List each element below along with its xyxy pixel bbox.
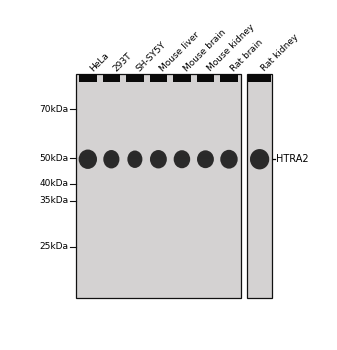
Ellipse shape: [152, 154, 165, 164]
Text: Mouse brain: Mouse brain: [182, 27, 227, 73]
Bar: [126, 74, 144, 83]
Bar: [248, 74, 271, 83]
Ellipse shape: [250, 149, 269, 169]
Text: 25kDa: 25kDa: [39, 242, 68, 251]
Bar: [196, 74, 214, 83]
Bar: [150, 74, 167, 83]
Bar: [220, 74, 238, 83]
Ellipse shape: [128, 154, 142, 160]
Bar: [102, 74, 120, 83]
Text: 40kDa: 40kDa: [39, 180, 68, 188]
Text: HTRA2: HTRA2: [276, 154, 308, 164]
Ellipse shape: [174, 150, 190, 168]
Ellipse shape: [151, 153, 166, 160]
Ellipse shape: [222, 154, 236, 164]
Ellipse shape: [220, 150, 238, 169]
Text: Mouse kidney: Mouse kidney: [206, 22, 256, 73]
Text: 293T: 293T: [111, 51, 134, 73]
Bar: [247, 74, 272, 298]
Text: HeLa: HeLa: [88, 50, 111, 73]
Text: Rat brain: Rat brain: [229, 37, 265, 73]
Ellipse shape: [252, 154, 267, 165]
Ellipse shape: [80, 153, 96, 160]
Text: Mouse liver: Mouse liver: [158, 30, 202, 73]
Ellipse shape: [129, 154, 141, 164]
Ellipse shape: [103, 150, 119, 168]
Text: 35kDa: 35kDa: [39, 196, 68, 205]
Text: SH-SY5Y: SH-SY5Y: [135, 40, 168, 73]
Ellipse shape: [197, 150, 214, 168]
Ellipse shape: [176, 154, 188, 164]
Ellipse shape: [79, 149, 97, 169]
Ellipse shape: [198, 153, 213, 160]
Bar: [79, 74, 97, 83]
Ellipse shape: [127, 150, 143, 168]
Bar: [173, 74, 191, 83]
Ellipse shape: [221, 153, 237, 160]
Ellipse shape: [199, 154, 212, 164]
Text: Rat kidney: Rat kidney: [259, 33, 300, 73]
Bar: [76, 74, 241, 298]
Ellipse shape: [251, 153, 268, 160]
Text: 70kDa: 70kDa: [39, 105, 68, 113]
Ellipse shape: [104, 153, 119, 160]
Text: 50kDa: 50kDa: [39, 154, 68, 163]
Ellipse shape: [150, 150, 167, 168]
Ellipse shape: [175, 153, 189, 160]
Ellipse shape: [105, 154, 117, 164]
Ellipse shape: [81, 154, 95, 164]
